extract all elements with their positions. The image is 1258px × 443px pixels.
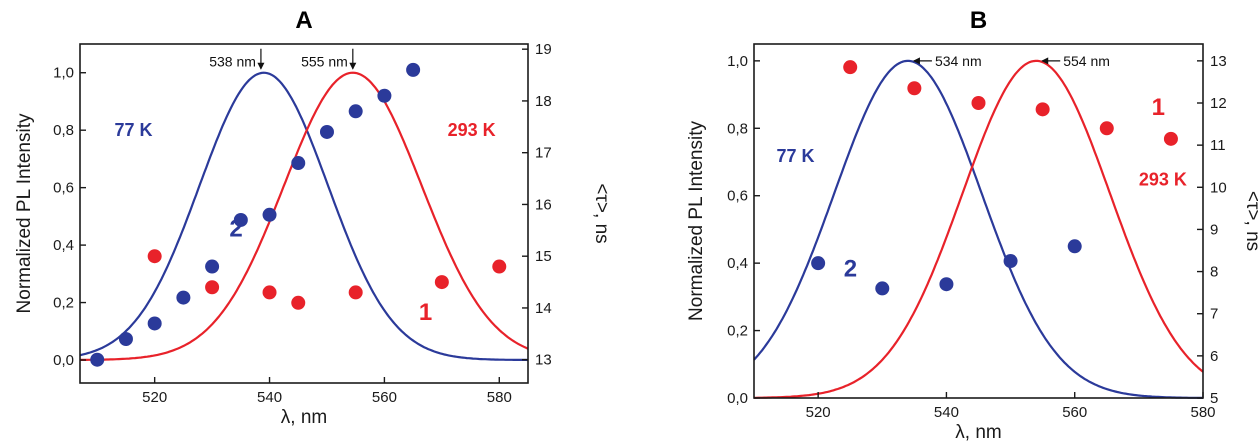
series-label-2: 2: [844, 256, 857, 283]
scatter-point-series-1: [434, 275, 449, 290]
y2-tick-label: 5: [1210, 390, 1218, 407]
curve-label-77k: 77 K: [114, 120, 152, 140]
panel-a: 77 K 293 K 2 1 538 nm 555 nm 520 540 560 580 0,0 0,…: [14, 7, 612, 428]
peak-annotation: 534 nm: [935, 53, 982, 69]
x-tick-label: 520: [806, 404, 831, 421]
y-tick-label: 0,4: [727, 255, 748, 272]
panel-title: B: [970, 7, 987, 34]
x-tick-label: 560: [372, 389, 397, 406]
annotation-arrowhead: [349, 62, 357, 70]
scatter-point-series-2: [262, 207, 277, 222]
y-tick-label: 0,8: [53, 122, 74, 139]
y-tick-label: 0,0: [727, 390, 748, 407]
scatter-point-series-2: [147, 316, 162, 331]
scatter-point-series-1: [492, 259, 507, 274]
scatter-point-series-1: [1099, 121, 1114, 136]
series-label-1: 1: [1152, 94, 1165, 121]
y2-tick-label: 8: [1210, 264, 1218, 281]
scatter-point-series-2: [1067, 239, 1082, 254]
x-tick-label: 560: [1062, 404, 1087, 421]
y2-tick-label: 9: [1210, 221, 1218, 238]
y-tick-label: 1,0: [727, 53, 748, 70]
scatter-point-series-2: [875, 281, 890, 296]
x-tick-label: 540: [257, 389, 282, 406]
scatter-point-series-2: [233, 212, 248, 227]
x-axis-label: λ, nm: [955, 422, 1001, 443]
y-tick-label: 0,4: [53, 237, 74, 254]
y2-tick-label: 12: [1210, 95, 1227, 112]
annotation-arrowhead: [257, 62, 265, 70]
panel-b: 77 K 293 K 2 1 534 nm 554 nm 520 540 560 580 0,0 0,…: [686, 7, 1258, 443]
scatter-point-series-2: [939, 277, 954, 292]
y-tick-label: 0,2: [53, 295, 74, 312]
peak-annotation: 554 nm: [1063, 53, 1110, 69]
curve-label-293k: 293 K: [1139, 170, 1187, 190]
series-label-2: 2: [229, 215, 242, 242]
scatter-point-series-1: [291, 295, 306, 310]
y-axis-label: Normalized PL Intensity: [14, 113, 35, 313]
y2-tick-label: 16: [535, 196, 552, 213]
scatter-point-series-2: [176, 290, 191, 305]
y2-axis-label: <τ>, ns: [1242, 191, 1258, 251]
scatter-point-series-1: [971, 96, 986, 110]
scatter-point-series-2: [118, 332, 133, 347]
y-tick-label: 0,2: [727, 323, 748, 340]
y-tick-label: 0,6: [53, 180, 74, 197]
curve-77k: [79, 71, 529, 362]
scatter-point-series-1: [907, 81, 922, 96]
y2-tick-label: 10: [1210, 179, 1227, 196]
y2-tick-label: 19: [535, 41, 552, 58]
panel-title: A: [295, 7, 312, 34]
y-tick-label: 0,6: [727, 188, 748, 205]
x-tick-label: 580: [487, 389, 512, 406]
scatter-point-series-1: [205, 280, 220, 295]
y-tick-label: 0,8: [727, 120, 748, 137]
y2-tick-label: 11: [1210, 137, 1226, 154]
scatter-point-series-2: [1003, 254, 1018, 269]
y2-tick-label: 17: [535, 145, 552, 162]
scatter-point-series-1: [843, 60, 858, 75]
y2-axis-label: <τ>, ns: [591, 183, 612, 243]
x-tick-label: 540: [934, 404, 959, 421]
peak-annotation: 538 nm: [209, 54, 256, 70]
curve-label-77k: 77 K: [776, 146, 814, 166]
y2-tick-label: 15: [535, 248, 552, 265]
y2-tick-label: 7: [1210, 306, 1218, 323]
y2-tick-label: 13: [1210, 53, 1227, 70]
y-axis-label: Normalized PL Intensity: [686, 121, 707, 321]
peak-annotation: 555 nm: [301, 54, 348, 70]
scatter-point-series-1: [147, 249, 162, 264]
curve-293k: [754, 59, 1204, 399]
plot-frame: [79, 43, 529, 384]
curve-77k: [753, 59, 1203, 399]
y2-tick-label: 14: [535, 300, 552, 317]
curve-label-293k: 293 K: [448, 120, 496, 140]
scatter-point-series-2: [319, 124, 334, 139]
annotation-arrowhead: [1041, 57, 1049, 65]
scatter-point-series-2: [377, 88, 392, 103]
scatter-point-series-1: [1035, 102, 1050, 117]
series-label-1: 1: [419, 299, 432, 326]
y2-tick-label: 6: [1210, 348, 1218, 365]
scatter-point-series-1: [262, 285, 277, 300]
curve-293k: [80, 71, 529, 361]
scatter-point-series-2: [348, 104, 363, 119]
x-tick-label: 520: [142, 389, 167, 406]
annotation-arrowhead: [912, 57, 920, 65]
y-tick-label: 1,0: [53, 65, 74, 82]
scatter-point-series-2: [811, 256, 826, 271]
scatter-point-series-1: [348, 285, 363, 300]
x-tick-label: 580: [1190, 404, 1215, 421]
x-axis-label: λ, nm: [281, 407, 327, 428]
scatter-point-series-2: [291, 156, 306, 171]
scatter-point-series-1: [1163, 131, 1178, 146]
scatter-point-series-2: [406, 62, 421, 77]
y2-tick-label: 18: [535, 93, 552, 110]
y2-tick-label: 13: [535, 352, 552, 369]
plot-frame: [753, 43, 1204, 399]
scatter-point-series-2: [205, 259, 220, 274]
scatter-point-series-2: [90, 352, 105, 367]
y-tick-label: 0,0: [53, 352, 74, 369]
